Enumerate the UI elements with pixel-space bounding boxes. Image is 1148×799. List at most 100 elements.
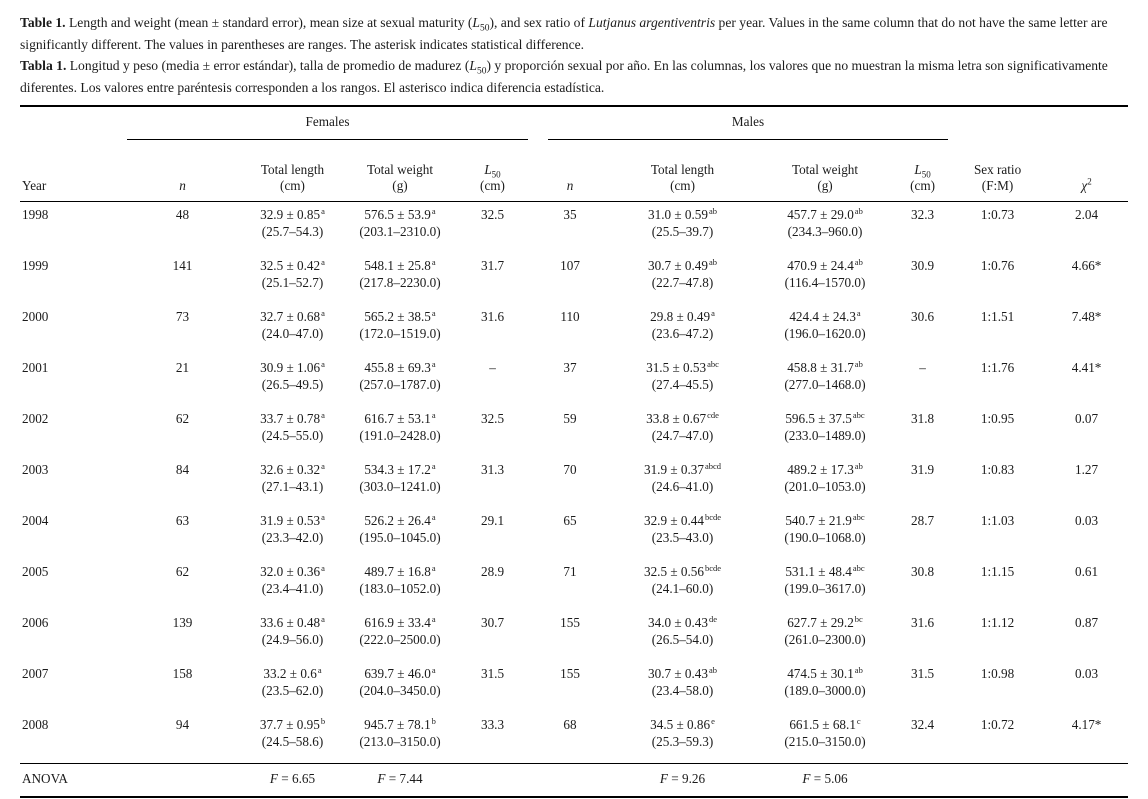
cell-sex-ratio: 1:1.76 xyxy=(980,360,1015,376)
cell-l50-males: 30.8 xyxy=(911,564,935,580)
cell-chi-squared: 0.07 xyxy=(1075,411,1099,427)
caption-text-es-2: ) y proporción sexual por año. En las co… xyxy=(20,58,1108,95)
anova-f-total-length-males: F = 9.26 xyxy=(610,763,756,798)
cell-n-males: 65 xyxy=(563,513,577,529)
cell-year: 1999 xyxy=(22,258,49,274)
cell-total-weight-males: 531.1 ± 48.4abc (199.0–3617.0) xyxy=(784,562,866,596)
table-row: 2008 94 37.7 ± 0.95b (24.5–58.6) 945.7 ±… xyxy=(20,712,1128,764)
cell-sex-ratio: 1:0.95 xyxy=(980,411,1015,427)
cell-year: 2002 xyxy=(22,411,49,427)
l50-subscript: 50 xyxy=(479,23,490,34)
cell-total-weight-females: 534.3 ± 17.2a (303.0–1241.0) xyxy=(359,460,441,494)
caption-text-en-2: ), and sex ratio of xyxy=(489,15,589,30)
cell-total-length-males: 33.8 ± 0.67cde (24.7–47.0) xyxy=(646,409,719,443)
col-header-chi-squared: χ2 xyxy=(1045,140,1129,203)
cell-total-weight-males: 627.7 ± 29.2bc (261.0–2300.0) xyxy=(784,613,866,647)
col-header-year: Year xyxy=(20,140,125,203)
cell-total-length-males: 32.9 ± 0.44bcde (23.5–43.0) xyxy=(643,511,722,545)
cell-chi-squared: 4.66* xyxy=(1071,258,1102,274)
cell-total-weight-males: 661.5 ± 68.1c (215.0–3150.0) xyxy=(784,715,866,749)
cell-total-length-females: 33.6 ± 0.48a (24.9–56.0) xyxy=(260,613,325,647)
cell-sex-ratio: 1:0.98 xyxy=(980,666,1015,682)
cell-total-length-males: 34.5 ± 0.86e (25.3–59.3) xyxy=(650,715,715,749)
anova-empty-l50-males xyxy=(895,763,951,798)
cell-total-length-males: 30.7 ± 0.49ab (22.7–47.8) xyxy=(648,256,718,290)
data-table: Females Males Year n Total length (cm) T… xyxy=(20,105,1129,799)
table-row: 2004 63 31.9 ± 0.53a (23.3–42.0) 526.2 ±… xyxy=(20,508,1128,559)
cell-total-weight-females: 565.2 ± 38.5a (172.0–1519.0) xyxy=(359,307,441,341)
table-row: 2003 84 32.6 ± 0.32a (27.1–43.1) 534.3 ±… xyxy=(20,457,1128,508)
anova-empty-chi-squared xyxy=(1045,763,1129,798)
cell-total-length-females: 31.9 ± 0.53a (23.3–42.0) xyxy=(260,511,325,545)
cell-n-females: 21 xyxy=(175,360,190,376)
cell-n-males: 71 xyxy=(563,564,577,580)
cell-total-length-females: 32.0 ± 0.36a (23.4–41.0) xyxy=(260,562,325,596)
cell-l50-females: 30.7 xyxy=(480,615,505,631)
cell-chi-squared: 0.03 xyxy=(1075,513,1099,529)
cell-n-females: 73 xyxy=(175,309,190,325)
table-row: 1999 141 32.5 ± 0.42a (25.1–52.7) 548.1 … xyxy=(20,253,1128,304)
cell-year: 2000 xyxy=(22,309,49,325)
table-body: 1998 48 32.9 ± 0.85a (25.7–54.3) 576.5 ±… xyxy=(20,202,1128,764)
cell-chi-squared: 0.87 xyxy=(1075,615,1099,631)
cell-l50-males: 31.5 xyxy=(911,666,935,682)
cell-total-length-females: 32.7 ± 0.68a (24.0–47.0) xyxy=(260,307,325,341)
caption-text-es-1: Longitud y peso (media ± error estándar)… xyxy=(66,58,470,74)
anova-f-total-weight-females: F = 7.44 xyxy=(345,763,455,798)
spanner-empty-left xyxy=(20,106,125,140)
cell-total-weight-males: 596.5 ± 37.5abc (233.0–1489.0) xyxy=(784,409,866,443)
cell-n-males: 68 xyxy=(563,717,577,733)
cell-l50-males: 32.4 xyxy=(911,717,935,733)
cell-total-length-females: 37.7 ± 0.95b (24.5–58.6) xyxy=(259,715,326,749)
cell-sex-ratio: 1:0.76 xyxy=(980,258,1015,274)
cell-total-weight-females: 616.9 ± 33.4a (222.0–2500.0) xyxy=(359,613,441,647)
males-label: Males xyxy=(548,114,949,141)
table-caption-english: Table 1. Length and weight (mean ± stand… xyxy=(20,12,1128,55)
cell-chi-squared: 0.03 xyxy=(1075,666,1099,682)
cell-total-length-males: 29.8 ± 0.49a (23.6–47.2) xyxy=(650,307,715,341)
cell-total-length-males: 30.7 ± 0.43ab (23.4–58.0) xyxy=(648,664,718,698)
cell-n-males: 35 xyxy=(563,207,577,223)
anova-empty-sex-ratio xyxy=(950,763,1046,798)
cell-total-length-females: 30.9 ± 1.06a (26.5–49.5) xyxy=(260,358,325,392)
l50-symbol-es: L xyxy=(469,58,477,74)
cell-total-length-males: 31.9 ± 0.37abcd (24.6–41.0) xyxy=(643,460,722,494)
cell-chi-squared: 4.41* xyxy=(1071,360,1102,376)
caption-label-es: Tabla 1. xyxy=(20,58,67,74)
l50-symbol: L xyxy=(472,15,480,30)
col-header-l50-females: L50 (cm) xyxy=(455,140,531,203)
table-row: 2002 62 33.7 ± 0.78a (24.5–55.0) 616.7 ±… xyxy=(20,406,1128,457)
cell-sex-ratio: 1:1.15 xyxy=(980,564,1015,580)
cell-chi-squared: 4.17* xyxy=(1071,717,1102,733)
cell-n-males: 107 xyxy=(560,258,580,274)
cell-n-females: 139 xyxy=(172,615,193,631)
cell-total-length-females: 32.6 ± 0.32a (27.1–43.1) xyxy=(260,460,325,494)
cell-total-length-females: 33.7 ± 0.78a (24.5–55.0) xyxy=(260,409,325,443)
cell-total-length-females: 32.5 ± 0.42a (25.1–52.7) xyxy=(260,256,325,290)
cell-year: 2007 xyxy=(22,666,49,682)
males-group-header: Males xyxy=(530,106,950,141)
cell-l50-males: 28.7 xyxy=(911,513,935,529)
cell-total-weight-males: 424.4 ± 24.3a (196.0–1620.0) xyxy=(784,307,866,341)
col-header-total-weight-females: Total weight (g) xyxy=(345,140,455,203)
col-header-l50-males: L50 (cm) xyxy=(895,140,951,203)
cell-l50-males: 32.3 xyxy=(911,207,935,223)
cell-total-weight-females: 576.5 ± 53.9a (203.1–2310.0) xyxy=(359,205,441,239)
cell-sex-ratio: 1:1.51 xyxy=(980,309,1015,325)
cell-l50-females: 31.5 xyxy=(480,666,505,682)
anova-f-total-length-females: F = 6.65 xyxy=(240,763,345,798)
table-row: 2007 158 33.2 ± 0.6a (23.5–62.0) 639.7 ±… xyxy=(20,661,1128,712)
col-header-total-length-males: Total length (cm) xyxy=(610,140,756,203)
cell-year: 1998 xyxy=(22,207,49,223)
cell-n-females: 62 xyxy=(175,564,190,580)
anova-empty-l50-females xyxy=(455,763,531,798)
cell-l50-males: 31.8 xyxy=(911,411,935,427)
cell-total-length-males: 31.0 ± 0.59ab (25.5–39.7) xyxy=(648,205,718,239)
cell-sex-ratio: 1:1.03 xyxy=(980,513,1015,529)
cell-n-males: 155 xyxy=(560,666,580,682)
table-row: 2006 139 33.6 ± 0.48a (24.9–56.0) 616.9 … xyxy=(20,610,1128,661)
cell-l50-females: 31.3 xyxy=(480,462,505,478)
cell-n-females: 94 xyxy=(175,717,190,733)
cell-total-weight-males: 489.2 ± 17.3ab (201.0–1053.0) xyxy=(784,460,866,494)
cell-n-females: 62 xyxy=(175,411,190,427)
